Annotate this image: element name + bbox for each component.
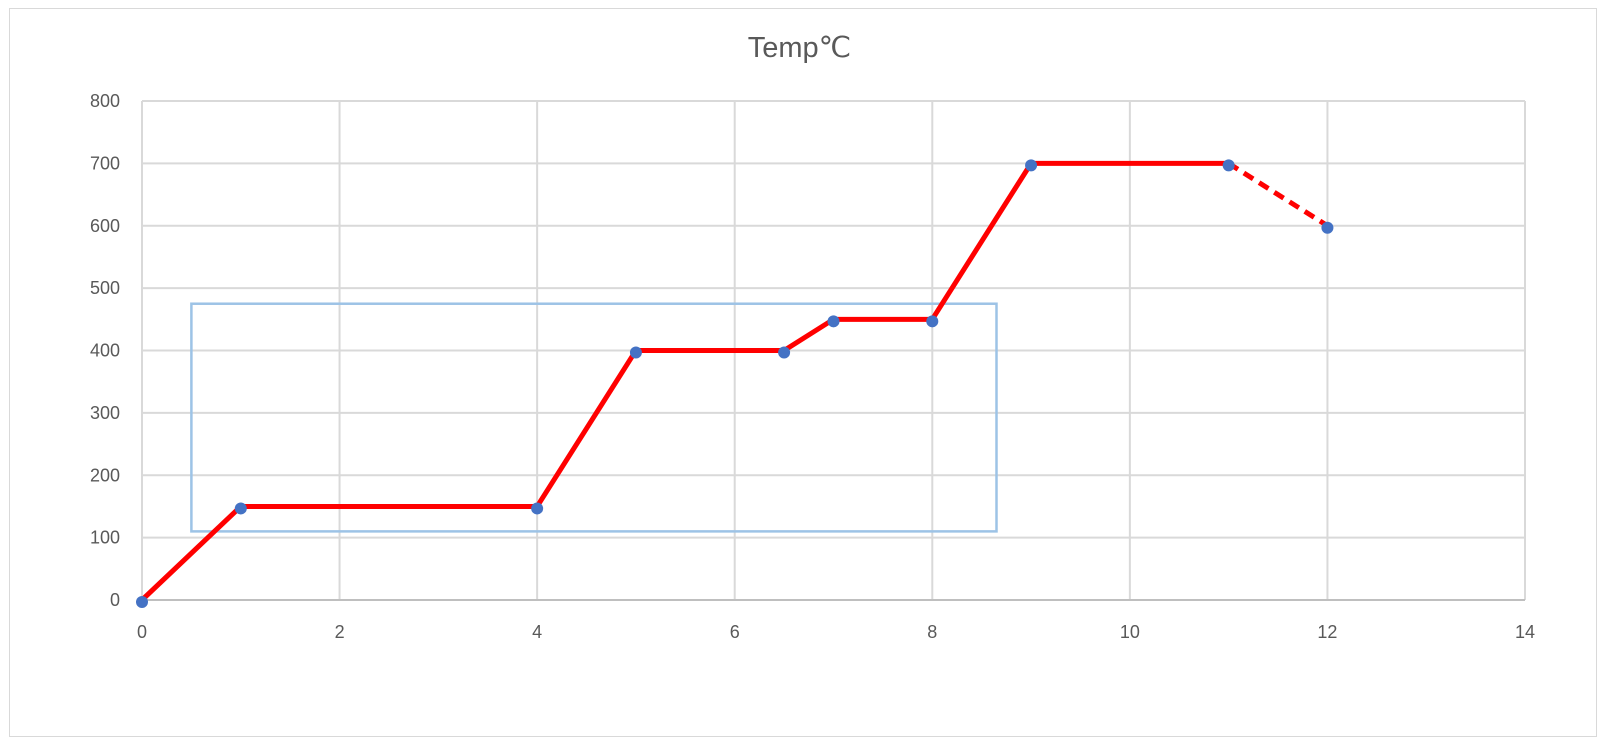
y-tick-label: 0 (110, 590, 120, 610)
data-point (1025, 159, 1038, 172)
x-tick-label: 0 (137, 622, 147, 642)
y-tick-label: 600 (90, 216, 120, 236)
marker-layer (136, 159, 1334, 608)
highlight-box-layer (190, 302, 998, 533)
x-tick-label: 2 (335, 622, 345, 642)
data-point (136, 596, 148, 608)
y-tick-label: 400 (90, 341, 120, 361)
red-line-solid (140, 160, 1229, 602)
x-tick-label: 6 (730, 622, 740, 642)
data-point (827, 315, 840, 328)
grid-layer (142, 100, 1526, 600)
data-point (234, 502, 247, 515)
chart-title: Temp℃ (747, 32, 852, 64)
x-tick-label: 10 (1120, 622, 1140, 642)
x-tick-label: 12 (1317, 622, 1337, 642)
tick-label-layer: 0 100 200 300 400 500 600 700 800 0 2 4 6 8 10 12 14 (90, 91, 1535, 642)
highlight-box (190, 302, 998, 533)
y-tick-label: 300 (90, 403, 120, 423)
chart-frame (9, 8, 1597, 737)
axis-layer (141, 101, 1525, 601)
y-tick-label: 100 (90, 528, 120, 548)
y-tick-label: 500 (90, 278, 120, 298)
x-tick-label: 14 (1515, 622, 1535, 642)
y-tick-label: 700 (90, 153, 120, 173)
y-tick-label: 200 (90, 465, 120, 485)
red-line-dashed (1227, 161, 1329, 228)
data-point (926, 315, 939, 328)
data-point (1222, 159, 1235, 172)
data-point (531, 502, 544, 515)
data-point (778, 346, 791, 359)
x-tick-label: 4 (532, 622, 542, 642)
data-point (1321, 221, 1334, 234)
data-point (629, 346, 642, 359)
y-tick-label: 800 (90, 91, 120, 111)
x-tick-label: 8 (927, 622, 937, 642)
